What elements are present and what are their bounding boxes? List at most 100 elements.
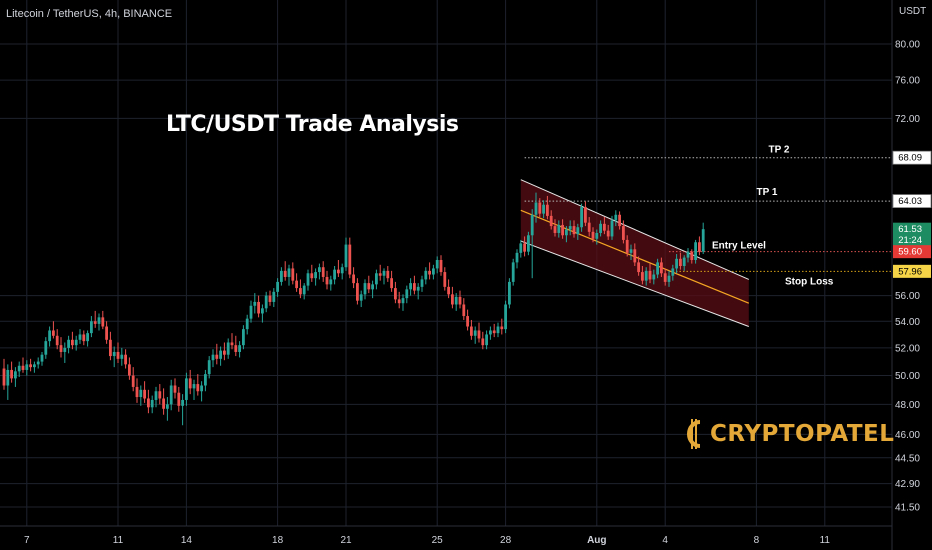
candle [629,249,633,253]
candle [329,279,333,285]
tp1-label: TP 1 [757,187,778,198]
time-tick-label: 14 [181,535,193,546]
candle [63,347,67,352]
candle [154,391,158,400]
candle [565,229,568,236]
price-tag [892,194,932,208]
candle [17,365,21,372]
symbol-header[interactable]: Litecoin / TetherUS, 4h, BINANCE [6,8,173,20]
candle [299,288,302,295]
candle [302,285,306,295]
candle [344,244,348,268]
candle [701,229,705,252]
candle [162,398,165,409]
price-tick-label: 80.00 [895,40,920,51]
candle [78,334,82,340]
candle [116,351,120,359]
candle [394,288,397,300]
coin-logo-icon [687,419,701,449]
candle [291,268,295,281]
candle [644,270,648,281]
candle [287,268,291,277]
candle [93,321,97,324]
candle [71,339,74,346]
candle [698,242,701,252]
price-tick-label: 46.00 [895,430,920,441]
candle [534,202,538,215]
candle [686,251,690,258]
candle [652,274,656,280]
candle [470,326,473,336]
candle [143,389,146,399]
candle [553,226,557,233]
candle [177,392,181,406]
price-tick-label: 44.50 [895,453,920,464]
candle [622,226,625,240]
tp2-label: TP 2 [769,145,790,156]
time-tick-label: Aug [587,535,606,546]
price-tag [893,222,931,247]
candle [215,354,219,359]
candle [542,204,545,214]
candle [435,259,439,269]
candle [663,273,667,282]
candle [462,304,466,317]
candle [169,385,173,405]
candle [523,243,526,252]
candle [508,281,511,305]
candle [401,298,405,304]
candle [432,268,435,275]
candle [253,301,257,306]
price-tick-label: 48.00 [895,400,920,411]
candle [492,330,496,334]
candle [245,318,249,330]
price-tick-label: 72.00 [895,114,920,125]
candle [443,272,447,287]
candle [128,364,131,376]
channel-lower-line [520,240,749,327]
candle [375,273,378,285]
candle [196,384,200,392]
level-annotations: TP 2 TP 1 Entry Level Stop Loss [712,145,834,288]
candlestick-series [2,192,705,426]
time-tick-label: 21 [340,535,352,546]
candle [371,284,374,290]
candle [610,220,614,237]
price-axis[interactable]: 80.00 76.00 72.00 56.00 54.00 52.00 50.00 48.00… [891,0,920,550]
candle [74,339,78,346]
time-tick-label: 4 [662,535,668,546]
entry-level-label: Entry Level [712,241,766,252]
candle [538,202,542,214]
candle [67,339,70,348]
candle [557,224,561,233]
candle [204,374,207,386]
candle [690,251,694,260]
candle [648,270,652,280]
time-axis[interactable]: 7 11 14 18 21 25 28 Aug 4 8 11 [0,525,892,546]
price-tag-value: 61.53 [898,224,922,235]
candle [21,365,25,370]
candle [591,231,595,239]
candle [481,338,485,346]
price-tick-label: 50.00 [895,371,920,382]
candle [458,296,462,305]
candle [367,283,371,290]
brand-logo-text: CRYPTOPATEL [710,421,895,447]
candle [397,299,401,304]
candle [268,295,272,302]
candle [272,291,276,302]
candle [238,345,241,352]
candle [595,232,599,239]
candle [511,262,515,282]
price-tag-value: 68.09 [898,153,922,164]
candle [473,330,477,336]
candle [44,341,48,355]
candle [147,398,150,408]
candle [546,204,549,216]
candle [500,326,504,330]
candle [124,354,127,365]
price-tag [892,150,932,165]
candle [139,389,143,398]
candle [420,279,424,287]
